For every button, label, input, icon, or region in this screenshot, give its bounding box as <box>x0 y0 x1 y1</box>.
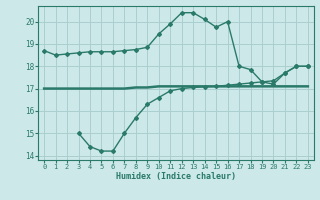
X-axis label: Humidex (Indice chaleur): Humidex (Indice chaleur) <box>116 172 236 181</box>
